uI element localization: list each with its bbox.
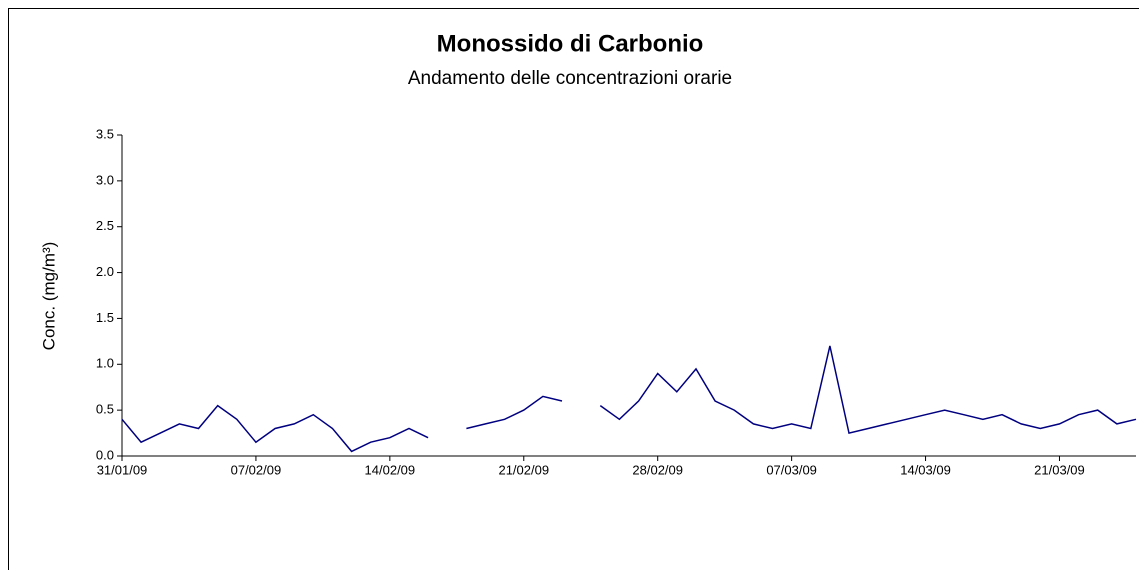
- y-axis-label: Conc. (mg/m³): [39, 242, 58, 351]
- x-tick-label: 21/02/09: [498, 462, 549, 477]
- y-tick-label: 3.0: [96, 172, 114, 187]
- y-tick-label: 1.0: [96, 356, 114, 371]
- x-tick-label: 31/01/09: [97, 462, 148, 477]
- x-tick-label: 21/03/09: [1034, 462, 1085, 477]
- chart-subtitle: Andamento delle concentrazioni orarie: [408, 68, 732, 89]
- x-tick-label: 28/02/09: [632, 462, 683, 477]
- x-tick-label: 07/03/09: [766, 462, 817, 477]
- y-tick-label: 0.5: [96, 402, 114, 417]
- y-tick-label: 1.5: [96, 310, 114, 325]
- y-tick-label: 3.5: [96, 126, 114, 141]
- data-line: [121, 345, 1137, 453]
- chart-frame: [8, 8, 1139, 570]
- y-tick-label: 2.5: [96, 218, 114, 233]
- x-tick-label: 07/02/09: [231, 462, 282, 477]
- x-tick-label: 14/03/09: [900, 462, 951, 477]
- y-tick-label: 2.0: [96, 264, 114, 279]
- x-tick-label: 14/02/09: [365, 462, 416, 477]
- y-tick-label: 0.0: [96, 447, 114, 462]
- chart-title: Monossido di Carbonio: [437, 30, 704, 57]
